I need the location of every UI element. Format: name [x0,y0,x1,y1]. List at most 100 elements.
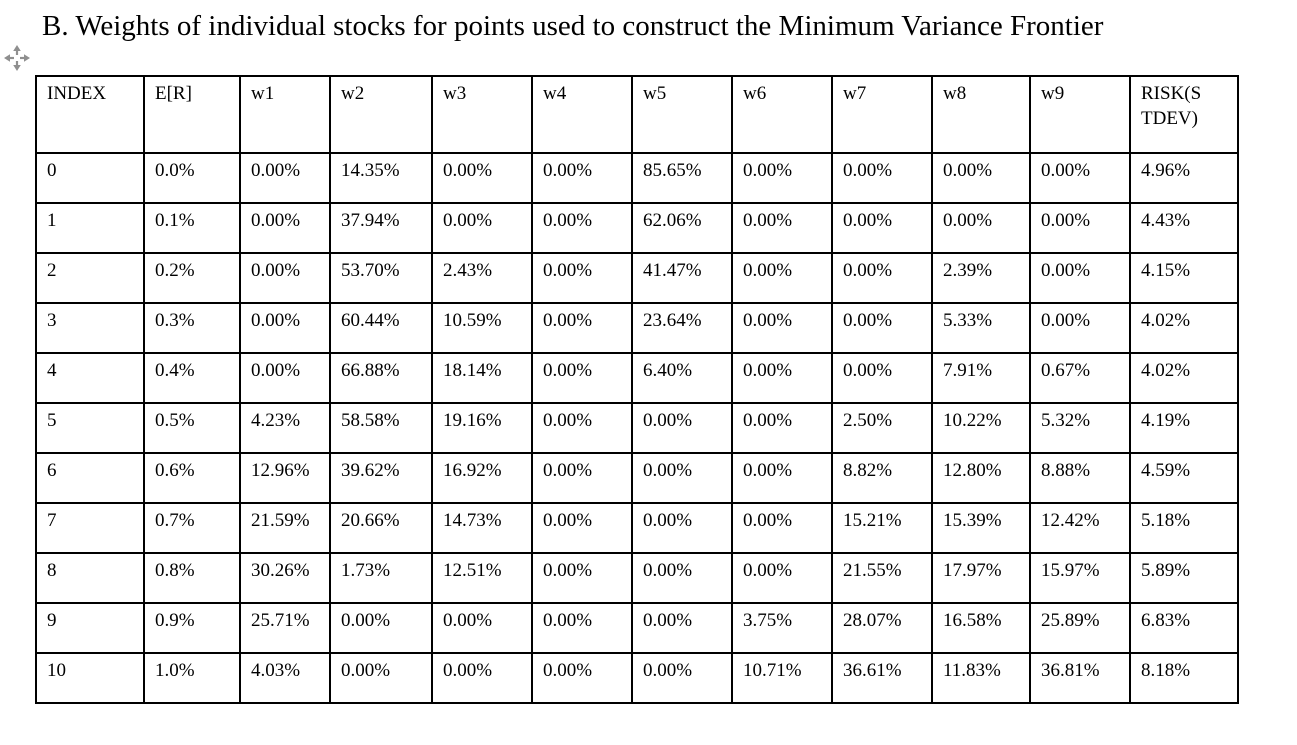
table-cell: 0.00% [731,252,833,304]
table-cell: 25.71% [239,602,331,654]
table-cell: 12.42% [1029,502,1131,554]
table-cell: 0.3% [143,302,241,354]
table-cell: 9 [35,602,145,654]
table-cell: 0.00% [239,152,331,204]
table-cell: 0.00% [239,352,331,404]
table-cell: 8.82% [831,452,933,504]
table-cell: 2 [35,252,145,304]
table-cell: 85.65% [631,152,733,204]
table-cell: 66.88% [329,352,433,404]
table-cell: 0.00% [531,352,633,404]
table-row: 8 0.8% 30.26% 1.73% 12.51% 0.00% 0.00% 0.00% 21.… [35,552,1239,604]
table-cell: 0.1% [143,202,241,254]
table-cell: 0.00% [731,552,833,604]
table-cell: 0.00% [731,352,833,404]
table-cell: 0.00% [1029,202,1131,254]
column-header: RISK(STDEV) [1129,75,1239,154]
table-cell: 15.39% [931,502,1031,554]
table-cell: 0.00% [531,402,633,454]
table-cell: 5.18% [1129,502,1239,554]
table-cell: 25.89% [1029,602,1131,654]
table-cell: 16.58% [931,602,1031,654]
table-cell: 4.02% [1129,302,1239,354]
table-cell: 0.00% [329,652,433,704]
table-cell: 0.00% [731,202,833,254]
table-cell: 39.62% [329,452,433,504]
column-header: w1 [239,75,331,154]
table-row: 10 1.0% 4.03% 0.00% 0.00% 0.00% 0.00% 10.71% 36.… [35,652,1239,704]
table-cell: 12.51% [431,552,533,604]
table-row: 5 0.5% 4.23% 58.58% 19.16% 0.00% 0.00% 0.00% 2.5… [35,402,1239,454]
table-cell: 1.0% [143,652,241,704]
table-cell: 0.0% [143,152,241,204]
table-cell: 0 [35,152,145,204]
table-cell: 0.00% [731,502,833,554]
table-cell: 7 [35,502,145,554]
table-cell: 0.00% [531,652,633,704]
table-cell: 2.39% [931,252,1031,304]
table-row: 9 0.9% 25.71% 0.00% 0.00% 0.00% 0.00% 3.75% 28.0… [35,602,1239,654]
table-cell: 5.89% [1129,552,1239,604]
table-cell: 0.7% [143,502,241,554]
table-cell: 0.00% [431,202,533,254]
table-cell: 0.00% [931,152,1031,204]
column-header: E[R] [143,75,241,154]
table-cell: 0.00% [731,402,833,454]
column-header: w5 [631,75,733,154]
table-cell: 0.00% [1029,302,1131,354]
column-header: w8 [931,75,1031,154]
table-cell: 4 [35,352,145,404]
table-cell: 28.07% [831,602,933,654]
table-cell: 10.22% [931,402,1031,454]
table-cell: 0.00% [631,502,733,554]
table-cell: 0.2% [143,252,241,304]
column-header: w6 [731,75,833,154]
table-cell: 0.00% [831,252,933,304]
table-cell: 53.70% [329,252,433,304]
table-cell: 0.00% [239,202,331,254]
table-cell: 41.47% [631,252,733,304]
table-cell: 0.00% [239,252,331,304]
table-cell: 1 [35,202,145,254]
table-cell: 36.81% [1029,652,1131,704]
table-cell: 4.03% [239,652,331,704]
table-cell: 4.23% [239,402,331,454]
table-cell: 2.43% [431,252,533,304]
table-cell: 0.00% [731,452,833,504]
table-row: 4 0.4% 0.00% 66.88% 18.14% 0.00% 6.40% 0.00% 0.0… [35,352,1239,404]
move-cross-arrows-icon [4,45,30,71]
table-cell: 0.00% [631,402,733,454]
table-cell: 17.97% [931,552,1031,604]
table-row: 3 0.3% 0.00% 60.44% 10.59% 0.00% 23.64% 0.00% 0.… [35,302,1239,354]
table-cell: 0.00% [531,152,633,204]
table-cell: 0.00% [631,652,733,704]
table-cell: 0.00% [431,602,533,654]
weights-table: INDEX E[R] w1 w2 w3 w4 w5 w6 w7 w8 w9 RISK(STDEV) 0… [35,75,1239,704]
table-row: 1 0.1% 0.00% 37.94% 0.00% 0.00% 62.06% 0.00% 0.0… [35,202,1239,254]
table-cell: 0.00% [531,452,633,504]
table-cell: 16.92% [431,452,533,504]
table-cell: 15.97% [1029,552,1131,604]
table-cell: 10 [35,652,145,704]
table-cell: 15.21% [831,502,933,554]
table-cell: 20.66% [329,502,433,554]
table-cell: 0.00% [431,652,533,704]
table-cell: 11.83% [931,652,1031,704]
table-cell: 0.00% [431,152,533,204]
table-cell: 1.73% [329,552,433,604]
table-cell: 3.75% [731,602,833,654]
move-handle-icon[interactable] [2,43,32,73]
table-cell: 18.14% [431,352,533,404]
table-cell: 0.67% [1029,352,1131,404]
table-cell: 60.44% [329,302,433,354]
table-cell: 0.00% [531,202,633,254]
table-cell: 6.83% [1129,602,1239,654]
table-cell: 0.00% [631,452,733,504]
table-cell: 10.59% [431,302,533,354]
table-cell: 0.00% [531,552,633,604]
table-cell: 21.55% [831,552,933,604]
table-cell: 0.00% [831,152,933,204]
table-cell: 58.58% [329,402,433,454]
table-cell: 36.61% [831,652,933,704]
table-cell: 4.15% [1129,252,1239,304]
